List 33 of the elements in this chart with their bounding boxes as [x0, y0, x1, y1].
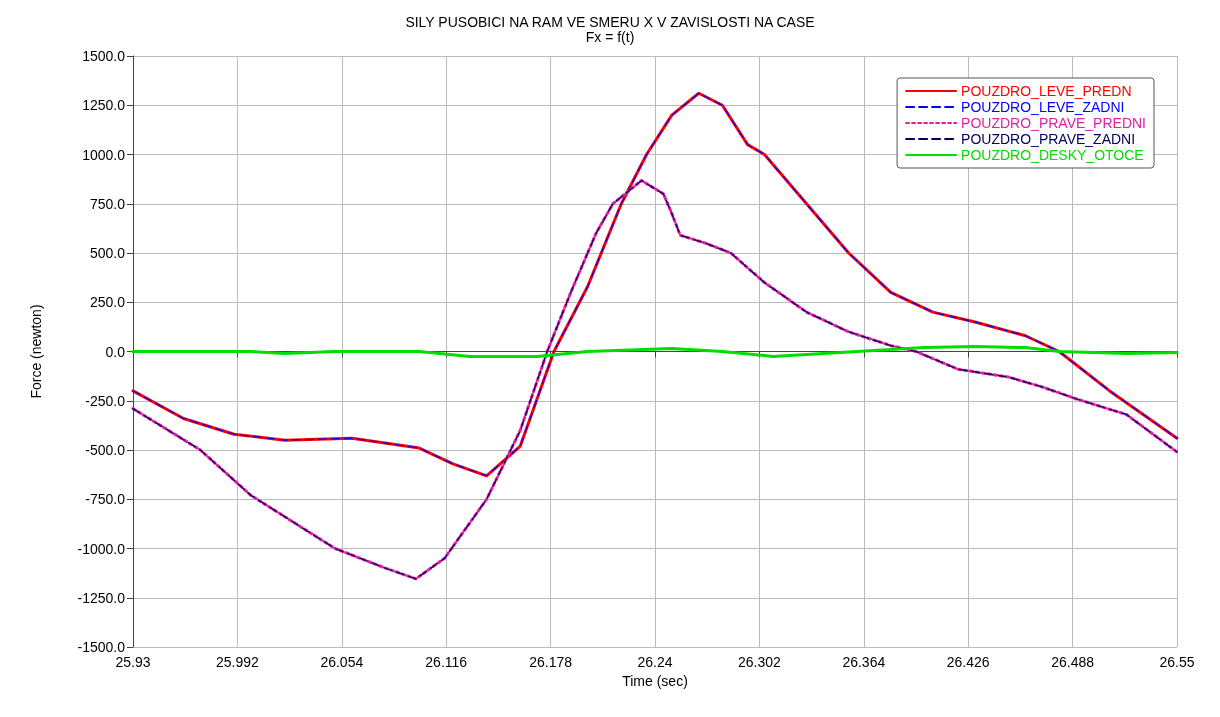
x-tick-label: 25.992: [215, 654, 260, 670]
y-axis-title: Force (newton): [28, 304, 44, 399]
y-tick-label: -250.0: [85, 392, 126, 409]
y-tick-label: -1000.0: [77, 540, 126, 557]
y-tick-label: 0.0: [105, 343, 126, 360]
y-tick-label: 1250.0: [82, 97, 126, 114]
chart-title: SILY PUSOBICI NA RAM VE SMERU X V ZAVISLOSTI NA CASE: [405, 14, 815, 30]
x-tick-label: 26.364: [842, 654, 886, 670]
y-tick-label: 250.0: [89, 294, 126, 311]
y-tick-label: 1500.0: [82, 48, 126, 64]
y-tick-label: -750.0: [85, 491, 126, 508]
x-axis-title: Time (sec): [622, 672, 688, 689]
y-tick-label: 750.0: [89, 195, 126, 212]
y-tick-label: -500.0: [85, 442, 126, 458]
x-tick-label: 26.302: [737, 654, 782, 670]
x-tick-label: 26.488: [1051, 654, 1095, 670]
y-tick-label: -1250.0: [77, 589, 126, 606]
x-tick-label: 26.24: [637, 654, 673, 670]
x-tick-label: 26.178: [529, 654, 573, 670]
x-tick-label: 26.054: [320, 654, 364, 670]
x-tick-label: 26.426: [946, 654, 990, 670]
legend-label: POUZDRO_PRAVE_ZADNI: [961, 131, 1136, 147]
y-tick-label: -1500.0: [77, 639, 126, 655]
legend-label: POUZDRO_PRAVE_PREDNI: [961, 115, 1147, 131]
y-tick-label: 1000.0: [82, 146, 126, 163]
legend-label: POUZDRO_LEVE_PREDN: [961, 83, 1132, 99]
legend-label: POUZDRO_DESKY_OTOCE: [961, 147, 1144, 163]
legend-label: POUZDRO_LEVE_ZADNI: [961, 99, 1125, 115]
x-tick-label: 25.93: [115, 654, 151, 670]
x-tick-label: 26.55: [1159, 654, 1195, 670]
y-tick-label: 500.0: [89, 245, 126, 261]
chart-subtitle: Fx = f(t): [585, 29, 635, 45]
x-tick-label: 26.116: [425, 654, 468, 670]
